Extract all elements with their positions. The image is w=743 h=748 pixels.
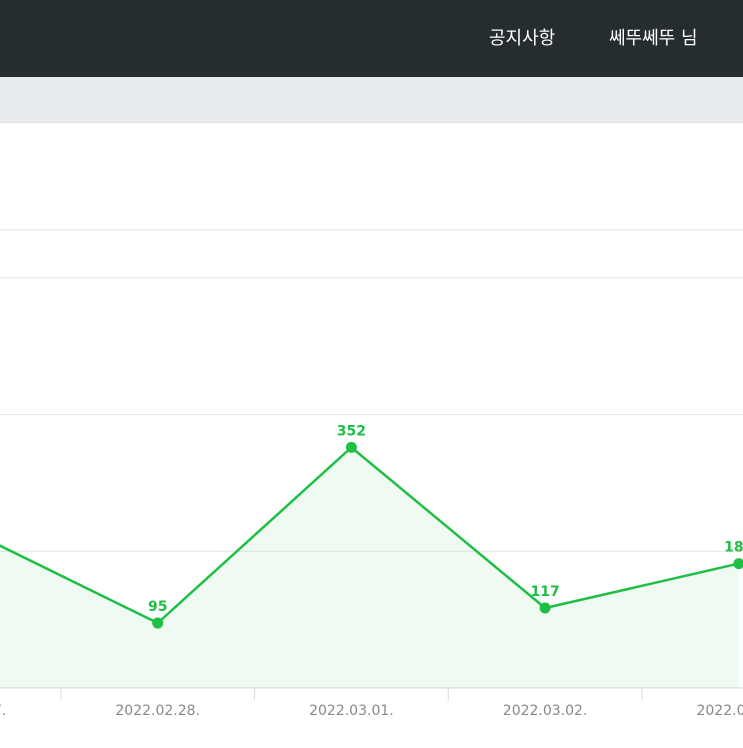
x-tick-label: 2022.03.03. [696,703,743,719]
x-tick-label: 2022.03.02. [503,703,588,719]
area [0,447,739,688]
x-tick-label: 2022.03.01. [309,703,394,719]
point [345,441,357,453]
data-label: 182 [724,540,743,556]
data-label: 95 [148,599,167,615]
x-tick-label: 2022.02.28. [115,703,200,719]
point [539,602,551,614]
nav-link[interactable]: 공지사항 [489,28,556,49]
top-bar: 공지사항 쎄뚜쎄뚜 님 [0,0,743,77]
user-menu[interactable]: 쎄뚜쎄뚜 님 [609,28,698,49]
point [152,617,164,629]
sub-bar [0,77,743,123]
point [733,558,743,570]
data-label: 117 [530,584,559,600]
x-tick-label: 2022.02.27. [0,703,6,719]
data-label: 352 [337,423,366,439]
